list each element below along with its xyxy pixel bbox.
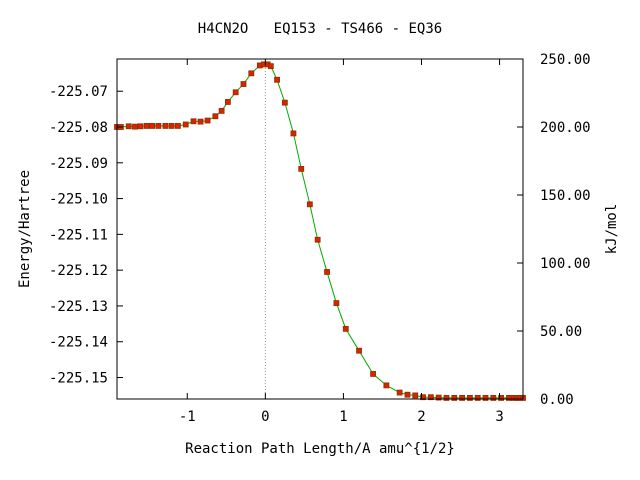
data-point	[467, 395, 473, 401]
y-tick-label: -225.08	[49, 120, 108, 136]
y-tick-label: -225.07	[49, 84, 108, 100]
data-point	[451, 395, 458, 401]
y-tick-label: -225.10	[49, 192, 108, 208]
data-point	[267, 63, 274, 70]
y-tick-label: -225.14	[49, 335, 108, 351]
x-axis-label: Reaction Path Length/A amu^{1/2}	[185, 441, 455, 457]
data-point	[212, 113, 219, 120]
plot-area	[114, 59, 526, 401]
data-point	[314, 236, 321, 243]
data-point	[224, 99, 231, 105]
data-point	[342, 325, 349, 332]
plot-frame	[116, 58, 524, 400]
data-point	[197, 118, 204, 125]
x-tick-label: 1	[339, 409, 347, 425]
data-point	[459, 395, 466, 401]
data-point	[498, 395, 505, 401]
data-point	[274, 76, 280, 83]
y2-tick-label: 50.00	[540, 324, 582, 340]
y2-tick-label: 200.00	[540, 120, 591, 136]
x-tick-label: -1	[179, 409, 196, 425]
data-point	[443, 395, 450, 401]
y2-tick-label: 100.00	[540, 256, 591, 272]
data-point	[240, 81, 247, 87]
data-point	[412, 392, 419, 399]
y-tick-label: -225.12	[49, 263, 108, 279]
data-point	[248, 70, 255, 77]
data-point	[149, 123, 156, 129]
y-tick-label: -225.13	[49, 299, 108, 315]
data-point	[218, 107, 225, 114]
y-tick-label: -225.15	[49, 371, 108, 387]
data-point	[427, 394, 434, 401]
data-point	[333, 300, 340, 306]
x-tick-label: 2	[417, 409, 425, 425]
data-point	[281, 99, 288, 106]
y-axis-label: Energy/Hartree	[17, 170, 33, 288]
data-point	[490, 395, 497, 401]
y-tick-label: -225.11	[49, 227, 108, 243]
data-point	[506, 395, 512, 401]
data-point	[190, 118, 197, 125]
x-tick-label: 0	[261, 409, 269, 425]
data-point	[383, 382, 390, 389]
data-point	[155, 123, 162, 129]
series-line	[117, 63, 523, 399]
data-point	[182, 121, 189, 128]
y2-axis-label: kJ/mol	[604, 204, 620, 255]
data-point	[162, 123, 169, 129]
data-point	[370, 371, 376, 377]
data-point	[404, 391, 411, 398]
data-point	[482, 395, 489, 401]
data-point	[290, 130, 297, 137]
y-tick-label: -225.09	[49, 156, 108, 172]
data-point	[356, 347, 362, 354]
y2-tick-label: 150.00	[540, 188, 591, 204]
data-point	[137, 123, 144, 130]
data-point	[143, 123, 150, 129]
data-point	[132, 123, 138, 130]
x-tick-label: 3	[495, 409, 503, 425]
data-point	[324, 269, 330, 275]
data-point	[232, 89, 239, 96]
y2-tick-label: 0.00	[540, 392, 574, 408]
data-point	[174, 123, 181, 129]
data-point	[298, 165, 305, 172]
axes: -1 0 1 2 3 -225.07 -225.08 -225.09 -225.10 -225.1…	[49, 52, 591, 425]
data-point	[435, 394, 442, 401]
data-point	[396, 389, 403, 396]
y2-tick-label: 250.00	[540, 52, 591, 68]
chart-title: H4CN2O EQ153 - TS466 - EQ36	[198, 21, 442, 37]
data-point	[125, 123, 132, 130]
data-point	[306, 201, 313, 208]
data-point	[474, 395, 481, 401]
data-point	[168, 123, 175, 129]
data-point	[204, 117, 211, 124]
data-point	[420, 394, 426, 401]
